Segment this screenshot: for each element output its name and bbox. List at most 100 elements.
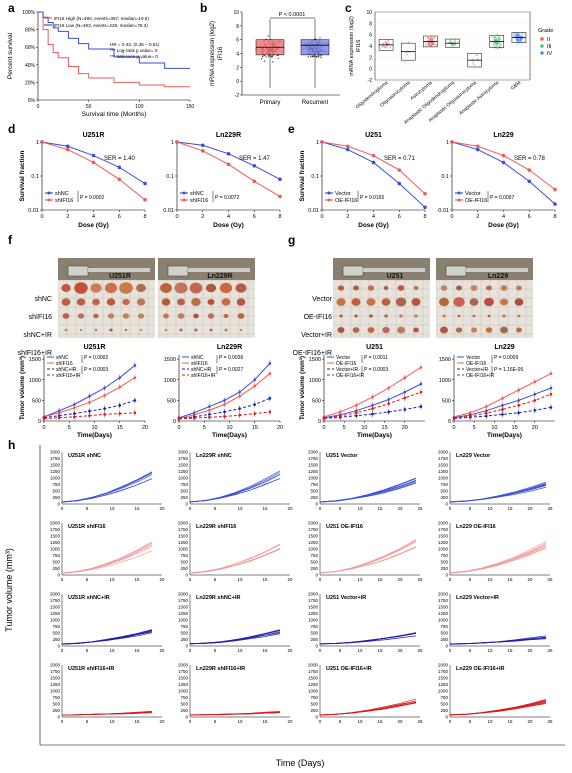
y-tick-label: 1750 xyxy=(178,598,189,603)
x-tick-label: 15 xyxy=(134,719,140,724)
data-point xyxy=(88,394,91,398)
y-tick-label: 250 xyxy=(310,495,318,500)
tumor-specimen xyxy=(440,285,448,291)
y-tick-label: 1 xyxy=(36,140,39,146)
x-tick-label: 0 xyxy=(320,214,323,220)
series-line xyxy=(321,141,426,195)
individual-tumor-line xyxy=(319,700,417,716)
x-tick-label: 5 xyxy=(473,425,476,431)
chart-title: U251 xyxy=(365,132,382,139)
tumor-specimen xyxy=(470,285,478,291)
individual-tumor-line xyxy=(189,543,281,574)
jitter-point xyxy=(277,57,279,60)
clonogenic-u251-chart: U251 1 0.1 0.010 2 4 6 8 Dose (Gy) Survival fract… xyxy=(299,132,427,229)
x-tick-label: 20 xyxy=(159,506,165,511)
p-value: P = 0.0097 xyxy=(490,195,514,201)
y-tick-label: 500 xyxy=(32,398,41,404)
tumor-specimen xyxy=(500,298,508,306)
individual-tumor-line xyxy=(319,632,417,645)
x-tick-label: 15 xyxy=(134,506,140,511)
y-tick-label: 1000 xyxy=(439,378,451,384)
x-tick-label: 10 xyxy=(357,577,363,582)
y-tick-label: 250 xyxy=(52,637,60,642)
chart-title: Ln229R xyxy=(216,132,241,139)
x-tick-label: 15 xyxy=(134,648,140,653)
x-tick-label: 15 xyxy=(512,425,518,431)
x-tick-label: 0 xyxy=(37,104,40,110)
jitter-point xyxy=(429,44,432,47)
tumor-specimen xyxy=(122,298,130,306)
x-tick-label: 0 xyxy=(319,577,322,582)
ser-value: SER = 0.78 xyxy=(514,156,546,162)
y-tick-label: 500 xyxy=(52,702,60,707)
caliper-bar xyxy=(363,268,425,272)
x-tick-label: 2 xyxy=(201,214,204,220)
x-tick-label: 15 xyxy=(507,648,513,653)
x-tick-label: 5 xyxy=(214,719,217,724)
tumor-specimen xyxy=(104,282,118,294)
data-point xyxy=(533,399,537,402)
data-point xyxy=(133,399,137,402)
legend-label: IFI16 Low (N=493, events=229, median=78.… xyxy=(54,23,148,28)
y-axis-label: Survival fraction xyxy=(19,151,26,202)
legend-label: OE-IFI16+IR xyxy=(466,373,495,379)
chart-title: Ln229 xyxy=(494,344,514,351)
x-tick-label: 0 xyxy=(177,425,180,431)
group-row-label: Vector xyxy=(312,296,332,303)
legend-label: shIFI16+IR xyxy=(191,373,216,379)
tumor-specimen xyxy=(209,328,213,332)
x-tick-label: 20 xyxy=(402,425,408,431)
data-point xyxy=(387,386,390,390)
x-tick-label: 20 xyxy=(287,648,293,653)
individual-tumor-line xyxy=(449,699,547,716)
x-tick-label: 20 xyxy=(527,577,533,582)
photo-title: Ln229R xyxy=(207,273,232,280)
individual-tumor-line xyxy=(189,548,281,574)
p-value: P = 0.0027 xyxy=(219,367,243,373)
ser-value: SER = 0.71 xyxy=(384,156,416,162)
jitter-point xyxy=(263,60,266,62)
data-point xyxy=(387,402,390,405)
data-point xyxy=(371,160,376,165)
data-point xyxy=(423,191,427,196)
panel-label-d: d xyxy=(8,122,16,136)
x-tick-label: 20 xyxy=(287,577,293,582)
jitter-point xyxy=(434,44,437,47)
x-tick-label: 10 xyxy=(487,719,493,724)
x-tick-label: 4 xyxy=(227,214,230,220)
y-tick-label: 500 xyxy=(440,631,448,636)
x-tick-label: 0 xyxy=(175,214,178,220)
tumor-specimen xyxy=(382,326,390,334)
jitter-point xyxy=(516,42,519,45)
y-tick-label: 1500 xyxy=(308,534,319,539)
x-tick-label: 6 xyxy=(398,214,401,220)
y-tick-label: 500 xyxy=(310,560,318,565)
individual-tumor-line xyxy=(189,472,281,503)
y-axis-label: mRNA expression (log2) xyxy=(349,16,355,76)
y-tick-label: 2000 xyxy=(308,592,319,597)
x-tick-label: 10 xyxy=(487,506,493,511)
caliper-display xyxy=(445,265,467,277)
y-tick-label: 1250 xyxy=(50,611,61,616)
tumor-specimen xyxy=(161,298,171,306)
x-tick-label: 15 xyxy=(377,506,383,511)
legend-label: shIFI16 xyxy=(191,361,208,367)
legend-label: OE-IFI16+IR xyxy=(336,373,365,379)
data-point xyxy=(553,202,557,206)
y-tick-label: 500 xyxy=(310,489,318,494)
x-tick-label: 15 xyxy=(377,719,383,724)
data-point xyxy=(226,162,231,167)
jitter-point xyxy=(517,38,519,41)
jitter-point xyxy=(404,61,407,63)
subplot-title: U251 OE-IFI16+IR xyxy=(326,666,372,672)
x-tick-label: 20 xyxy=(397,577,403,582)
x-tick-label: 6 xyxy=(528,214,531,220)
x-tick-label: 10 xyxy=(91,425,97,431)
individual-tumor-line xyxy=(449,545,547,574)
tumor-specimen xyxy=(353,285,359,291)
y-tick-label: 1250 xyxy=(50,469,61,474)
individual-tumor-line xyxy=(61,478,153,503)
data-point xyxy=(501,160,506,165)
y-tick-label: 1250 xyxy=(178,469,189,474)
clonogenic-u251r-chart: U251R 1 0.1 0.010 2 4 6 8 Dose (Gy) Survival frac… xyxy=(19,132,147,229)
